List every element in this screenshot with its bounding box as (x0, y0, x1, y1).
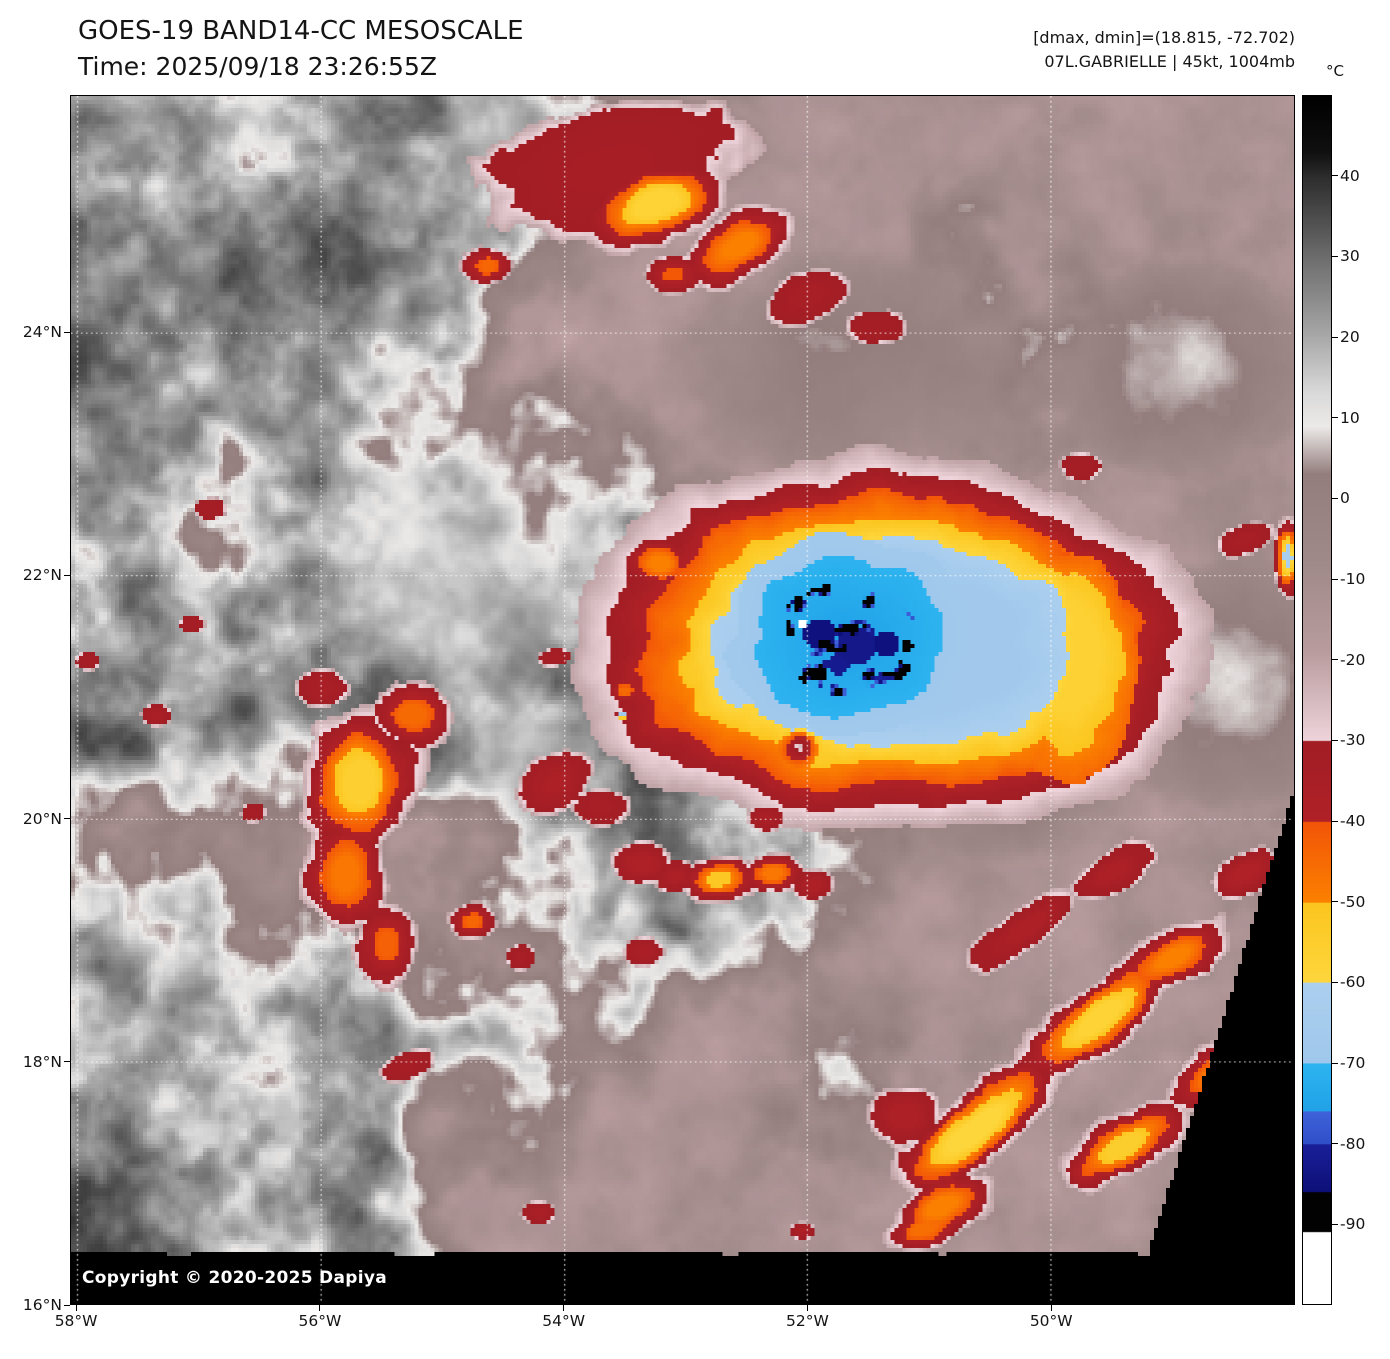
colorbar-tick-label: -30 (1340, 731, 1366, 750)
x-axis-tick-label: 52°W (786, 1312, 829, 1330)
map-plot-area: Copyright © 2020-2025 Dapiya (70, 95, 1295, 1305)
colorbar-tickmark (1332, 981, 1338, 983)
y-axis-tick-label: 20°N (22, 809, 62, 828)
figure-title: GOES-19 BAND14-CC MESOSCALE (78, 16, 524, 46)
colorbar-tickmark (1332, 1062, 1338, 1064)
x-axis-tickmark (563, 1305, 565, 1311)
colorbar-tickmark (1332, 1143, 1338, 1145)
latlon-grid-overlay (71, 96, 1294, 1304)
figure-timestamp: Time: 2025/09/18 23:26:55Z (78, 52, 437, 81)
y-axis-tickmark (64, 331, 70, 333)
colorbar-tick-label: 0 (1340, 489, 1350, 508)
x-axis-tickmark (75, 1305, 77, 1311)
y-axis-tickmark (64, 574, 70, 576)
colorbar-tick-label: 40 (1340, 166, 1360, 185)
colorbar-tickmark (1332, 739, 1338, 741)
colorbar-tick-label: -50 (1340, 892, 1366, 911)
x-axis-tick-label: 56°W (298, 1312, 342, 1330)
colorbar-tick-label: 20 (1340, 328, 1360, 346)
colorbar-tickmark (1332, 820, 1338, 822)
colorbar-tickmark (1332, 578, 1338, 580)
colorbar-tick-label: -40 (1340, 812, 1366, 830)
y-axis-tickmark (64, 1304, 70, 1306)
colorbar-tick-label: -90 (1340, 1215, 1366, 1234)
colorbar-tickmark (1332, 659, 1338, 661)
x-axis-tickmark (806, 1305, 808, 1311)
x-axis-tick-label: 54°W (542, 1312, 586, 1330)
colorbar-tick-label: -20 (1340, 650, 1366, 669)
x-axis-tick-label: 50°W (1029, 1312, 1073, 1330)
y-axis-tick-label: 18°N (22, 1052, 62, 1071)
y-axis-tick-label: 16°N (22, 1296, 62, 1314)
y-axis-tick-label: 22°N (22, 566, 62, 585)
colorbar-tickmark (1332, 255, 1338, 257)
colorbar-tickmark (1332, 1223, 1338, 1225)
colorbar-tick-label: -10 (1340, 570, 1366, 588)
colorbar-tickmark (1332, 497, 1338, 499)
colorbar-gradient-canvas (1303, 96, 1331, 1304)
colorbar-tickmark (1332, 417, 1338, 419)
colorbar-tick-label: -60 (1340, 973, 1366, 992)
y-axis-tickmark (64, 818, 70, 820)
x-axis-tickmark (1050, 1305, 1052, 1311)
annotation-storm-info: 07L.GABRIELLE | 45kt, 1004mb (1044, 52, 1295, 71)
colorbar-tickmark (1332, 901, 1338, 903)
colorbar-tick-label: -70 (1340, 1054, 1366, 1072)
x-axis-tick-label: 58°W (54, 1312, 98, 1330)
colorbar-tickmark (1332, 336, 1338, 338)
colorbar-tick-label: 30 (1340, 247, 1360, 266)
x-axis-tickmark (319, 1305, 321, 1311)
copyright-label: Copyright © 2020-2025 Dapiya (82, 1268, 387, 1288)
colorbar-tick-label: -80 (1340, 1134, 1366, 1153)
colorbar-tickmark (1332, 175, 1338, 177)
colorbar-tick-label: 10 (1340, 408, 1360, 427)
colorbar-unit-label: °C (1326, 62, 1344, 80)
y-axis-tick-label: 24°N (22, 323, 62, 342)
colorbar (1302, 95, 1332, 1305)
y-axis-tickmark (64, 1061, 70, 1063)
annotation-dmax-dmin: [dmax, dmin]=(18.815, -72.702) (1033, 28, 1295, 47)
